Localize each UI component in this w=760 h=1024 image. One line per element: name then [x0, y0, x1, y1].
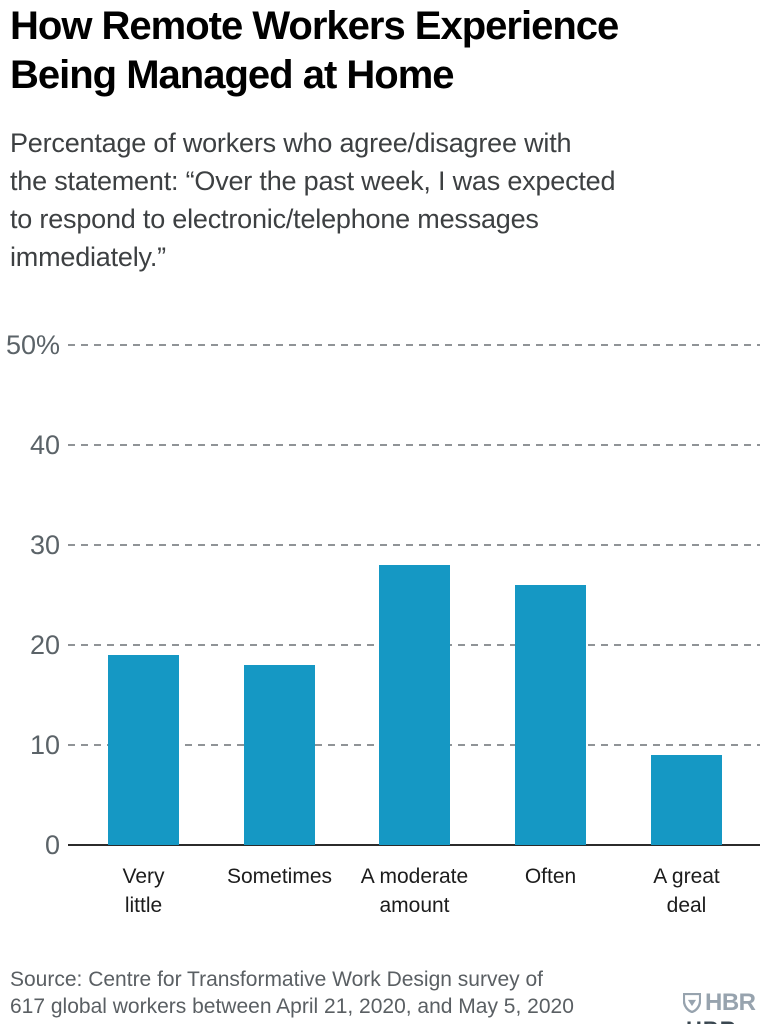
y-axis-tick-label: 10: [29, 730, 60, 760]
gridline-10: [68, 744, 760, 746]
hbr-logo: HBR: [683, 989, 760, 1016]
x-axis-label: A moderate amount: [360, 865, 469, 917]
y-axis-tick-label: 50%: [5, 330, 60, 360]
gridline-40: [68, 444, 760, 446]
y-axis-tick-label: 30: [29, 530, 60, 560]
clipped-footer-mark: HBR: [686, 1019, 760, 1024]
y-axis-tick-label: 0: [44, 830, 60, 860]
gridline-30: [68, 544, 760, 546]
hbr-shield-icon: [683, 993, 701, 1013]
chart-subtitle: Percentage of workers who agree/disagree…: [10, 128, 616, 272]
y-axis-tick-label: 40: [29, 430, 60, 460]
bar-a-moderate-amount: [379, 565, 450, 845]
bar-very-little: [108, 655, 179, 845]
source-note: Source: Centre for Transformative Work D…: [10, 968, 574, 1024]
page-title: How Remote Workers Experience Being Mana…: [10, 4, 619, 97]
x-axis-label: A great deal: [653, 865, 720, 917]
x-axis-label: Sometimes: [226, 865, 333, 888]
x-axis-label: Very little: [122, 865, 165, 917]
bar-often: [515, 585, 586, 845]
hbr-logo-text: HBR: [705, 989, 756, 1016]
x-axis-label: Often: [524, 865, 577, 888]
y-axis-tick-label: 20: [29, 630, 60, 660]
x-axis-baseline: [68, 844, 760, 846]
bar-a-great-deal: [651, 755, 722, 845]
gridline-50: [68, 344, 760, 346]
gridline-20: [68, 644, 760, 646]
bar-sometimes: [244, 665, 315, 845]
